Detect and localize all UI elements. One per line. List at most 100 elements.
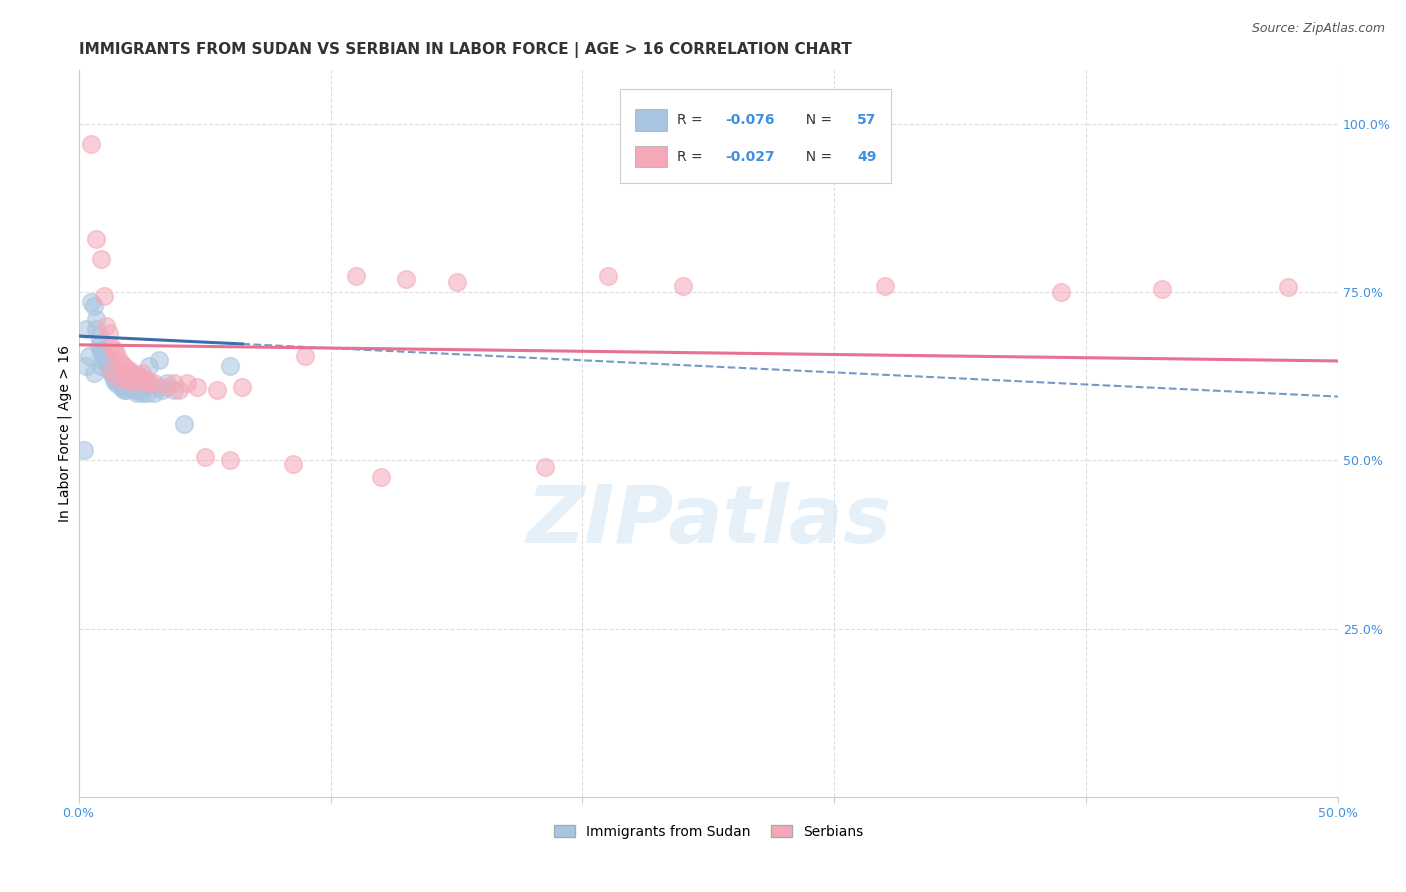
Point: [395, 272, 418, 286]
Point: [93, 346, 115, 360]
Point: [344, 268, 367, 283]
Point: [125, 369, 148, 384]
Point: [100, 339, 122, 353]
Point: [143, 386, 166, 401]
Point: [156, 379, 179, 393]
Point: [108, 376, 131, 391]
Point: [118, 362, 141, 376]
Point: [122, 383, 145, 397]
Point: [176, 376, 198, 391]
Point: [125, 386, 148, 401]
Text: -0.076: -0.076: [725, 112, 775, 127]
Point: [108, 373, 131, 387]
Point: [84, 231, 107, 245]
Point: [97, 359, 120, 374]
Point: [122, 376, 145, 391]
Point: [100, 362, 122, 376]
Text: -0.027: -0.027: [725, 150, 775, 163]
Point: [370, 470, 392, 484]
Point: [80, 295, 103, 310]
Point: [163, 383, 186, 397]
Point: [1277, 280, 1299, 294]
Point: [128, 383, 150, 397]
Point: [100, 366, 122, 380]
FancyBboxPatch shape: [620, 88, 891, 183]
Point: [73, 443, 96, 458]
Point: [194, 450, 217, 464]
Point: [115, 383, 138, 397]
Point: [105, 369, 128, 384]
Point: [1150, 282, 1173, 296]
Point: [93, 352, 115, 367]
Point: [281, 457, 304, 471]
Point: [134, 373, 156, 387]
Point: [112, 359, 135, 374]
Point: [84, 322, 107, 336]
Point: [103, 369, 125, 384]
Point: [90, 359, 112, 374]
Point: [205, 383, 228, 397]
Point: [150, 383, 173, 397]
Point: [135, 386, 157, 401]
Point: [148, 379, 170, 393]
Point: [135, 373, 157, 387]
Point: [186, 379, 208, 393]
Point: [138, 376, 160, 391]
Point: [83, 299, 105, 313]
Point: [163, 376, 186, 391]
Point: [80, 137, 103, 152]
Point: [138, 376, 160, 391]
Point: [103, 366, 125, 380]
Text: R =: R =: [676, 150, 707, 163]
Point: [105, 373, 128, 387]
Point: [87, 339, 110, 353]
Point: [105, 376, 128, 391]
Point: [115, 362, 138, 376]
Point: [90, 343, 112, 357]
Point: [596, 268, 619, 283]
Point: [138, 359, 160, 374]
Point: [100, 362, 122, 376]
Point: [103, 343, 125, 357]
Point: [112, 379, 135, 393]
Point: [128, 369, 150, 384]
Point: [96, 318, 118, 333]
Text: IMMIGRANTS FROM SUDAN VS SERBIAN IN LABOR FORCE | AGE > 16 CORRELATION CHART: IMMIGRANTS FROM SUDAN VS SERBIAN IN LABO…: [79, 42, 852, 58]
Point: [83, 366, 105, 380]
Point: [156, 376, 179, 391]
Point: [110, 356, 132, 370]
Point: [446, 275, 468, 289]
Point: [108, 352, 131, 367]
Point: [218, 359, 240, 374]
Text: 57: 57: [858, 112, 876, 127]
Point: [75, 359, 97, 374]
Point: [143, 376, 166, 391]
Point: [110, 376, 132, 391]
Point: [873, 278, 896, 293]
Point: [90, 346, 112, 360]
Point: [87, 329, 110, 343]
Point: [93, 349, 115, 363]
Text: N =: N =: [797, 112, 837, 127]
Point: [84, 312, 107, 326]
Point: [97, 356, 120, 370]
Point: [97, 362, 120, 376]
Point: [100, 359, 122, 374]
Point: [112, 383, 135, 397]
Point: [134, 379, 156, 393]
FancyBboxPatch shape: [636, 145, 666, 168]
Point: [1050, 285, 1073, 300]
Text: R =: R =: [676, 112, 707, 127]
FancyBboxPatch shape: [636, 109, 666, 130]
Point: [173, 417, 195, 431]
Point: [97, 326, 120, 340]
Text: N =: N =: [797, 150, 837, 163]
Point: [131, 386, 153, 401]
Point: [294, 349, 316, 363]
Point: [148, 352, 170, 367]
Y-axis label: In Labor Force | Age > 16: In Labor Force | Age > 16: [58, 345, 72, 522]
Point: [96, 356, 118, 370]
Point: [118, 373, 141, 387]
Point: [169, 383, 191, 397]
Point: [105, 369, 128, 384]
